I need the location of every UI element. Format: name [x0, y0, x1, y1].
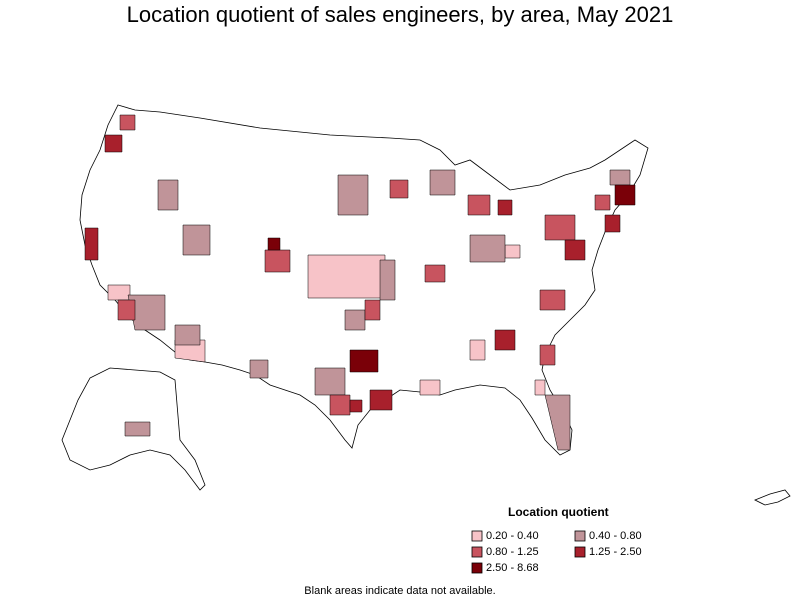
region-pennsylvania [544, 214, 576, 241]
region-northeast-arizona [174, 324, 201, 346]
region-upper-new-england [609, 169, 631, 186]
region-southeast-texas [329, 394, 351, 416]
legend-item-1: 0.40 - 0.80 [589, 530, 642, 542]
region-southern-california-inland [107, 284, 131, 301]
region-missouri [424, 264, 446, 283]
region-south-texas-coast [349, 399, 363, 413]
region-bay-area [84, 227, 99, 261]
region-oregon-coast [119, 114, 136, 131]
region-south-texas [124, 421, 151, 437]
region-detroit [497, 199, 513, 216]
legend-swatch-1 [574, 530, 586, 542]
legend-item-2: 0.80 - 1.25 [486, 546, 539, 558]
region-central-mississippi [419, 379, 441, 396]
legend-label-0: 0.20 - 0.40 [486, 530, 539, 542]
region-ohio-valley [469, 234, 506, 263]
region-seattle [104, 134, 123, 153]
region-kansas [307, 254, 386, 299]
region-connecticut [594, 194, 611, 211]
region-new-jersey [604, 214, 621, 233]
legend-label-1: 0.40 - 0.80 [589, 530, 642, 542]
legend-swatch-3 [574, 546, 586, 558]
region-atlanta [494, 329, 516, 351]
region-idaho [157, 179, 179, 211]
region-west-texas [249, 359, 269, 379]
region-florida-peninsula [544, 394, 571, 451]
region-new-mexico [379, 259, 396, 301]
region-utah [182, 224, 211, 256]
map-title: Location quotient of sales engineers, by… [126, 2, 674, 27]
region-central-florida [534, 379, 546, 396]
region-north-georgia [469, 339, 486, 361]
region-minnesota [389, 179, 409, 199]
region-north-texas [314, 367, 346, 396]
legend-swatch-0 [471, 530, 483, 542]
region-southern-california-coast [117, 299, 136, 321]
region-baltimore-washington [564, 239, 586, 261]
region-denver [264, 249, 291, 273]
region-south-carolina [539, 344, 556, 366]
map-regions [84, 114, 636, 451]
legend-item-0: 0.20 - 0.40 [486, 530, 539, 542]
hawaii-island [754, 489, 791, 506]
region-virginia [539, 289, 566, 311]
legend-item-4: 2.50 - 8.68 [486, 562, 539, 574]
region-northern-michigan [429, 169, 456, 196]
legend-label-3: 1.25 - 2.50 [589, 546, 642, 558]
legend-swatch-4 [471, 562, 483, 574]
legend-item-3: 1.25 - 2.50 [589, 546, 642, 558]
legend-label-4: 2.50 - 8.68 [486, 562, 539, 574]
region-indiana [467, 194, 491, 216]
region-kentucky-pocket [504, 244, 521, 259]
legend-swatch-2 [471, 546, 483, 558]
legend-title: Location quotient [508, 505, 609, 519]
region-colorado-springs [267, 237, 281, 251]
region-north-oklahoma [364, 299, 381, 321]
footnote: Blank areas indicate data not available. [304, 585, 496, 597]
region-houston [369, 389, 393, 411]
region-south-dakota [337, 174, 369, 216]
legend-swatches [471, 530, 586, 574]
region-central-oklahoma [344, 309, 366, 331]
region-dallas [349, 349, 379, 373]
region-boston [614, 184, 636, 206]
legend-label-2: 0.80 - 1.25 [486, 546, 539, 558]
